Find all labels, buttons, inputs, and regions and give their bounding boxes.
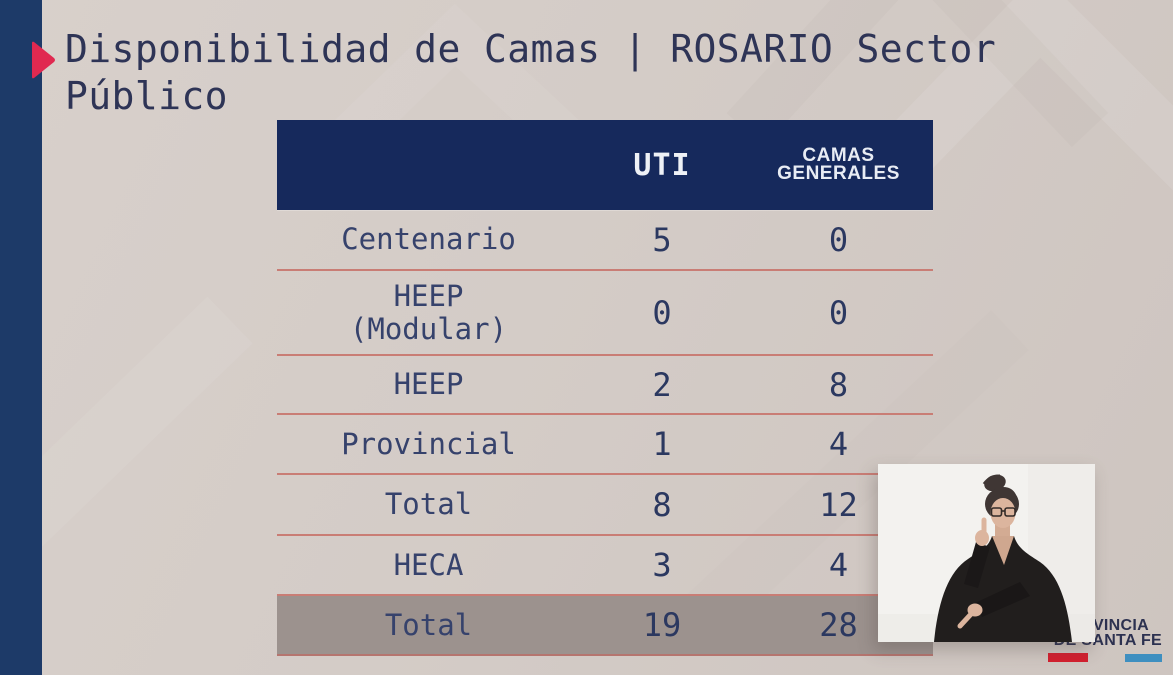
page-title-line1: Disponibilidad de Camas | ROSARIO Sector [65,27,997,71]
camas-value: 0 [828,220,849,259]
logo-red-bar [1048,653,1088,662]
table-row-heep-modular: HEEP (Modular) 0 0 [277,269,933,354]
logo-blue-bar [1125,654,1162,662]
row-label: HEEP [393,367,464,401]
page-title: Disponibilidad de Camas | ROSARIO Sector… [65,26,1105,120]
uti-value: 19 [642,606,682,644]
row-label: HECA [393,547,464,582]
uti-value: 3 [652,546,672,584]
camas-value: 12 [819,485,858,524]
table-row-grand-total: Total 19 28 [277,594,933,656]
camas-value: 28 [819,606,858,644]
uti-value: 0 [652,293,672,332]
camas-value: 0 [828,293,849,332]
table-row-heca: HECA 3 4 [277,534,933,594]
bullet-arrow-icon [32,41,55,79]
row-label: HEEP [393,278,464,313]
column-header-uti: UTI [633,147,691,183]
row-label: Centenario [341,222,516,256]
uti-value: 2 [652,365,672,404]
camas-value: 4 [828,425,849,463]
row-label: Total [384,607,473,642]
row-label: Provincial [341,426,516,461]
table-row-subtotal: Total 8 12 [277,473,933,534]
camas-value: 8 [828,365,849,404]
column-header-camas-generales: CAMAS GENERALES [777,145,900,184]
table-row-heep: HEEP 2 8 [277,354,933,413]
beds-table: UTI CAMAS GENERALES Centenario 5 0 HEEP … [277,120,933,656]
camas-value: 4 [828,546,849,584]
uti-value: 1 [652,425,672,463]
uti-value: 8 [652,485,672,524]
table-header: UTI CAMAS GENERALES [277,120,933,210]
uti-value: 5 [652,220,672,259]
table-row-provincial: Provincial 1 4 [277,413,933,473]
page-title-line2: Público [65,74,228,118]
row-label: Total [384,487,473,521]
row-label-line2: (Modular) [349,311,508,346]
interpreter-video [878,464,1095,642]
sign-language-interpreter [878,464,1095,642]
left-accent-bar [0,0,42,675]
table-row-centenario: Centenario 5 0 [277,210,933,269]
